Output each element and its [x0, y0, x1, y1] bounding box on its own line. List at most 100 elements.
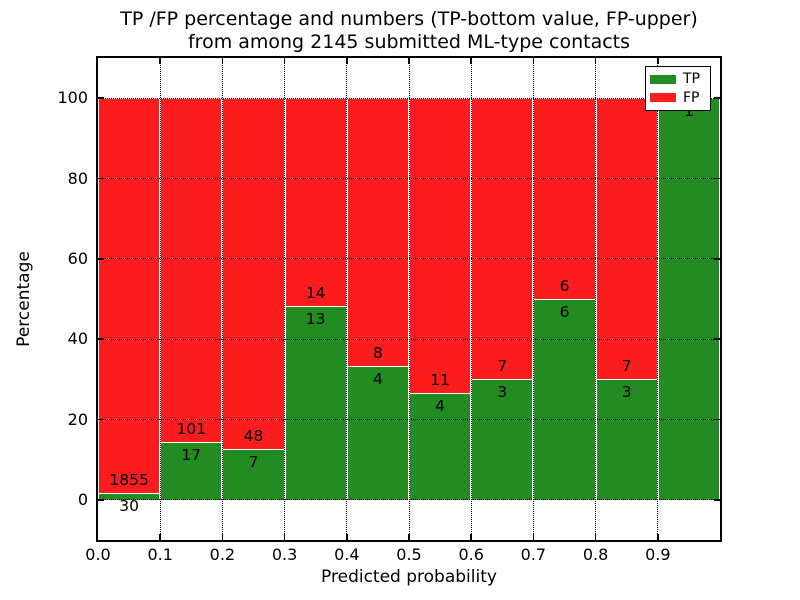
x-top-tick [159, 58, 161, 64]
y-tick-label: 60 [67, 248, 88, 268]
legend-label-tp: TP [683, 71, 700, 88]
x-tick-label: 0.2 [209, 545, 236, 564]
bar-0.4-0.5 [346, 98, 409, 540]
y-tick-label: 0 [77, 489, 88, 509]
vertical-gridline [284, 58, 286, 540]
y-tick-label: 20 [67, 409, 88, 429]
y-left-tick [98, 177, 104, 180]
fp-count-label: 11 [430, 370, 450, 389]
y-left-tick [98, 258, 104, 260]
bar-segment-tp [222, 448, 285, 500]
horizontal-gridline [98, 178, 720, 179]
y-right-tick [714, 418, 720, 421]
x-bottom-tick [657, 534, 659, 540]
x-top-tick [346, 58, 348, 64]
bar-segment-tp [409, 392, 472, 500]
bar-0.6-0.7 [471, 98, 534, 540]
x-top-tick [532, 58, 535, 64]
bar-0.2-0.3 [222, 98, 285, 540]
x-top-tick [283, 58, 286, 64]
tp-count-label: 4 [435, 396, 446, 415]
x-tick-label: 0.0 [85, 545, 111, 564]
fp-count-label: 1855 [109, 471, 149, 490]
x-bottom-tick [283, 534, 286, 540]
bar-0.0-0.1 [98, 98, 161, 540]
bar-0.7-0.8 [533, 98, 596, 540]
x-tick-label: 0.8 [582, 545, 609, 564]
y-right-tick [714, 499, 720, 501]
bar-0.1-0.2 [160, 98, 223, 540]
x-bottom-tick [594, 534, 597, 540]
x-axis-label: Predicted probability [321, 567, 497, 587]
bar-segment-tp [284, 306, 347, 500]
bar-segment-tp [346, 365, 409, 500]
x-tick-label: 0.1 [147, 545, 173, 564]
tp-count-label: 7 [248, 452, 259, 471]
tp-count-label: 30 [119, 497, 139, 516]
x-bottom-tick [221, 534, 224, 540]
y-axis-label: Percentage [14, 251, 34, 347]
plot-area: 1855301011748714138411473667301 [98, 58, 720, 540]
x-top-tick [221, 58, 224, 64]
x-tick-label: 0.5 [396, 545, 422, 564]
x-tick-label: 0.3 [271, 545, 298, 564]
chart-title-line2: from among 2145 submitted ML-type contac… [187, 31, 631, 53]
bar-segment-tp [533, 299, 596, 500]
bar-segment-fp [409, 98, 472, 393]
x-top-tick [594, 58, 597, 64]
bar-segment-fp [533, 98, 596, 299]
bar-segment-fp [160, 98, 223, 442]
chart-title: TP /FP percentage and numbers (TP-bottom… [98, 8, 720, 54]
bar-segment-fp [98, 98, 161, 494]
vertical-gridline [532, 58, 534, 540]
y-left-tick [98, 418, 104, 421]
vertical-gridline [595, 58, 597, 540]
x-tick-label: 0.9 [645, 545, 671, 564]
tp-count-label: 4 [372, 369, 383, 388]
chart-title-line1: TP /FP percentage and numbers (TP-bottom… [120, 8, 698, 30]
y-right-tick [714, 177, 720, 180]
vertical-gridline [470, 58, 472, 540]
x-tick-label: 0.7 [520, 545, 547, 564]
bar-segment-tp [98, 493, 161, 500]
legend-entry-fp: FP [650, 90, 706, 106]
tp-color-swatch [650, 74, 676, 84]
x-top-tick [470, 58, 472, 64]
fp-count-label: 7 [621, 357, 632, 376]
y-right-tick [714, 97, 720, 99]
legend-label-fp: FP [683, 89, 700, 106]
legend-entry-tp: TP [650, 71, 706, 87]
x-tick-label: 0.6 [458, 545, 484, 564]
vertical-gridline [408, 58, 410, 540]
tp-count-label: 17 [181, 445, 202, 464]
horizontal-gridline [98, 419, 720, 420]
vertical-gridline [221, 58, 223, 540]
bar-segment-tp [160, 441, 223, 500]
y-tick-label: 40 [67, 329, 88, 349]
bar-segment-fp [284, 98, 347, 307]
bar-segment-fp [346, 98, 409, 366]
bar-segment-fp [222, 98, 285, 449]
bar-segment-fp [595, 98, 658, 380]
vertical-gridline [159, 58, 161, 540]
bar-0.9-1.0 [657, 98, 720, 540]
fp-count-label: 6 [559, 277, 570, 295]
bar-0.5-0.6 [409, 98, 472, 540]
x-bottom-tick [159, 534, 161, 540]
vertical-gridline [346, 58, 348, 540]
x-tick-label: 0.4 [334, 545, 360, 564]
fp-count-label: 7 [497, 357, 508, 376]
vertical-gridline [657, 58, 659, 540]
horizontal-gridline [98, 97, 720, 99]
x-bottom-tick [532, 534, 535, 540]
horizontal-gridline [98, 499, 720, 501]
bar-segment-tp [595, 379, 658, 500]
y-left-tick [98, 97, 104, 99]
y-right-tick [714, 338, 720, 340]
fp-color-swatch [650, 93, 676, 103]
y-left-tick [98, 499, 104, 501]
fp-count-label: 14 [305, 284, 326, 303]
tp-count-label: 6 [559, 303, 570, 321]
x-top-tick [408, 58, 410, 64]
